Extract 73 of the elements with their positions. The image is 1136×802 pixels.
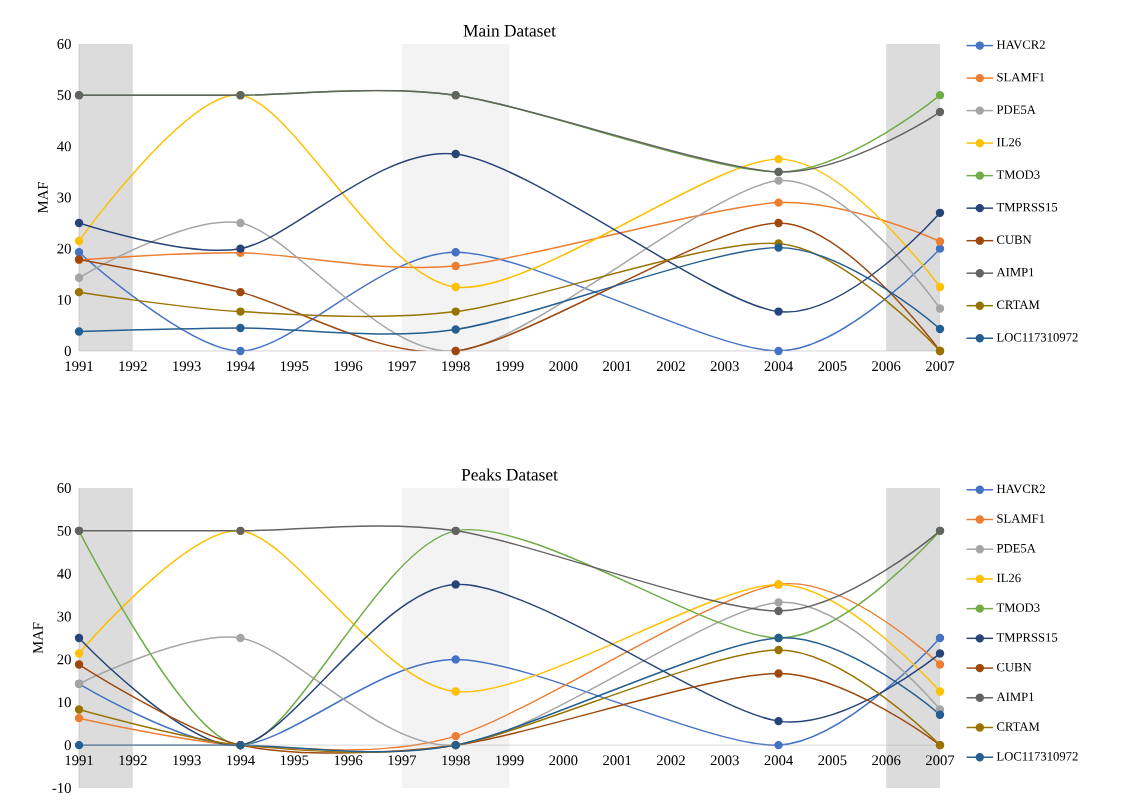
y-tick-label: 10: [58, 294, 71, 305]
legend-label: PDE5A: [996, 544, 1036, 553]
x-tick-label: 1992: [119, 755, 147, 766]
legend-label: CRTAM: [997, 300, 1040, 309]
legend-label: SLAMF1: [997, 514, 1045, 523]
y-tick-label: 60: [57, 39, 71, 49]
x-tick-label: 1997: [388, 361, 417, 372]
legend-label: LOC117310972: [996, 752, 1078, 761]
x-tick-label: 1999: [496, 755, 524, 766]
x-tick-label: 2001: [603, 755, 631, 766]
x-tick-label: 2002: [656, 755, 685, 766]
x-tick-label: 1996: [334, 755, 363, 766]
x-tick-label: 1998: [442, 361, 470, 372]
y-tick-label: 20: [57, 654, 71, 665]
x-tick-label: 1991: [65, 361, 93, 372]
chart-title: Peaks Dataset: [461, 468, 558, 481]
legend-label: TMOD3: [996, 603, 1040, 612]
legend-label: TMPRSS15: [996, 202, 1058, 212]
y-tick-label: 40: [57, 568, 71, 579]
legend-label: CUBN: [997, 662, 1032, 672]
x-tick-label: 1996: [334, 361, 363, 372]
x-tick-label: 2003: [710, 755, 739, 766]
x-tick-label: 2001: [603, 361, 631, 372]
x-tick-label: 1992: [119, 361, 147, 372]
y-tick-label: 20: [57, 243, 71, 254]
y-tick-label: 40: [57, 141, 71, 152]
legend-label: IL26: [996, 137, 1021, 147]
x-tick-label: 2002: [656, 361, 685, 372]
legend-label: AIMP1: [996, 692, 1034, 701]
legend-label: PDE5A: [996, 105, 1036, 114]
x-tick-label: 2007: [925, 755, 955, 766]
legend-label: LOC117310972: [996, 333, 1078, 342]
x-tick-label: 1993: [173, 361, 201, 372]
legend-label: TMOD3: [996, 170, 1040, 179]
legend-label: HAVCR2: [996, 40, 1045, 49]
legend-label: HAVCR2: [996, 484, 1045, 494]
x-tick-label: 1991: [65, 755, 93, 766]
chart-title: Main Dataset: [463, 24, 556, 37]
x-tick-label: 2006: [872, 755, 901, 766]
legend-label: CRTAM: [997, 722, 1040, 731]
y-tick-label: 50: [57, 90, 71, 101]
y-tick-label: 30: [57, 611, 71, 622]
y-tick-label: 30: [57, 192, 71, 203]
y-tick-label: -10: [52, 783, 71, 793]
x-tick-label: 1994: [227, 361, 255, 372]
x-tick-label: 2004: [764, 755, 794, 766]
x-tick-label: 2005: [818, 755, 847, 766]
x-tick-label: 1994: [227, 755, 255, 766]
legend-label: SLAMF1: [997, 72, 1045, 82]
y-tick-label: 10: [58, 697, 71, 708]
x-tick-label: 2006: [872, 361, 901, 372]
x-tick-label: 1999: [496, 361, 524, 372]
x-tick-label: 2004: [764, 361, 794, 372]
x-tick-label: 1998: [442, 755, 470, 766]
x-tick-label: 2003: [710, 361, 739, 372]
legend-label: IL26: [996, 573, 1021, 583]
x-tick-label: 1995: [280, 361, 309, 372]
legend-label: TMPRSS15: [996, 633, 1058, 642]
x-tick-label: 1997: [388, 755, 417, 766]
x-tick-label: 2000: [549, 755, 578, 766]
y-axis-title: MAF: [33, 622, 43, 654]
x-tick-label: 2005: [818, 361, 847, 372]
x-tick-label: 1995: [280, 755, 309, 766]
legend-label: CUBN: [997, 235, 1032, 244]
legend-label: AIMP1: [996, 267, 1034, 277]
x-tick-label: 2000: [549, 361, 578, 372]
y-tick-label: 50: [57, 525, 71, 536]
y-tick-label: 0: [64, 740, 71, 751]
x-tick-label: 1993: [173, 755, 201, 766]
y-axis-title: MAF: [37, 182, 48, 213]
y-tick-label: 60: [57, 483, 71, 493]
y-tick-label: 0: [64, 346, 71, 356]
x-tick-label: 2007: [925, 361, 955, 372]
